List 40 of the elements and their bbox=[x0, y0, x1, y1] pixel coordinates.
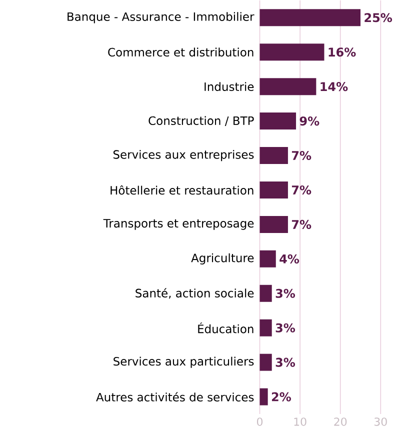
data-label: 7% bbox=[292, 185, 312, 195]
y-tick-label: Agriculture bbox=[191, 253, 254, 264]
data-label: 3% bbox=[276, 288, 296, 298]
bar bbox=[260, 216, 288, 233]
bar bbox=[260, 9, 361, 26]
x-tick-label: 10 bbox=[294, 418, 306, 426]
data-label: 7% bbox=[292, 220, 312, 229]
y-tick-label: Services aux particuliers bbox=[114, 356, 254, 368]
y-tick-label: Santé, action sociale bbox=[136, 288, 254, 299]
data-label: 25% bbox=[364, 13, 392, 22]
data-label: 16% bbox=[328, 48, 356, 57]
y-tick-label: Autres activités de services bbox=[96, 392, 254, 402]
bar bbox=[260, 354, 272, 371]
x-tick-label: 20 bbox=[334, 418, 347, 426]
data-label: 9% bbox=[300, 116, 320, 126]
data-label: 14% bbox=[320, 82, 348, 92]
data-label: 2% bbox=[272, 392, 292, 402]
bar bbox=[260, 388, 268, 406]
y-tick-label: Industrie bbox=[204, 82, 254, 92]
y-tick-label: Commerce et distribution bbox=[108, 48, 254, 57]
data-label: 3% bbox=[276, 358, 296, 367]
y-tick-label: Hôtellerie et restauration bbox=[110, 185, 254, 195]
y-tick-label: Transports et entreposage bbox=[104, 219, 254, 230]
bar bbox=[260, 181, 288, 198]
bar bbox=[260, 319, 272, 336]
y-tick-label: Éducation bbox=[198, 322, 254, 334]
bar bbox=[260, 284, 272, 302]
bar bbox=[260, 112, 296, 130]
data-label: 3% bbox=[276, 323, 296, 332]
data-label: 4% bbox=[280, 254, 300, 264]
y-tick-label: Banque - Assurance - Immobilier bbox=[68, 12, 254, 24]
x-tick-label: 0 bbox=[257, 418, 263, 426]
data-label: 7% bbox=[292, 150, 312, 160]
bar bbox=[260, 250, 276, 268]
bar bbox=[260, 44, 324, 61]
bar bbox=[260, 147, 288, 164]
bar bbox=[260, 78, 316, 96]
x-tick-label: 30 bbox=[374, 418, 388, 426]
y-tick-label: Construction / BTP bbox=[148, 116, 254, 126]
y-tick-label: Services aux entreprises bbox=[114, 150, 254, 162]
